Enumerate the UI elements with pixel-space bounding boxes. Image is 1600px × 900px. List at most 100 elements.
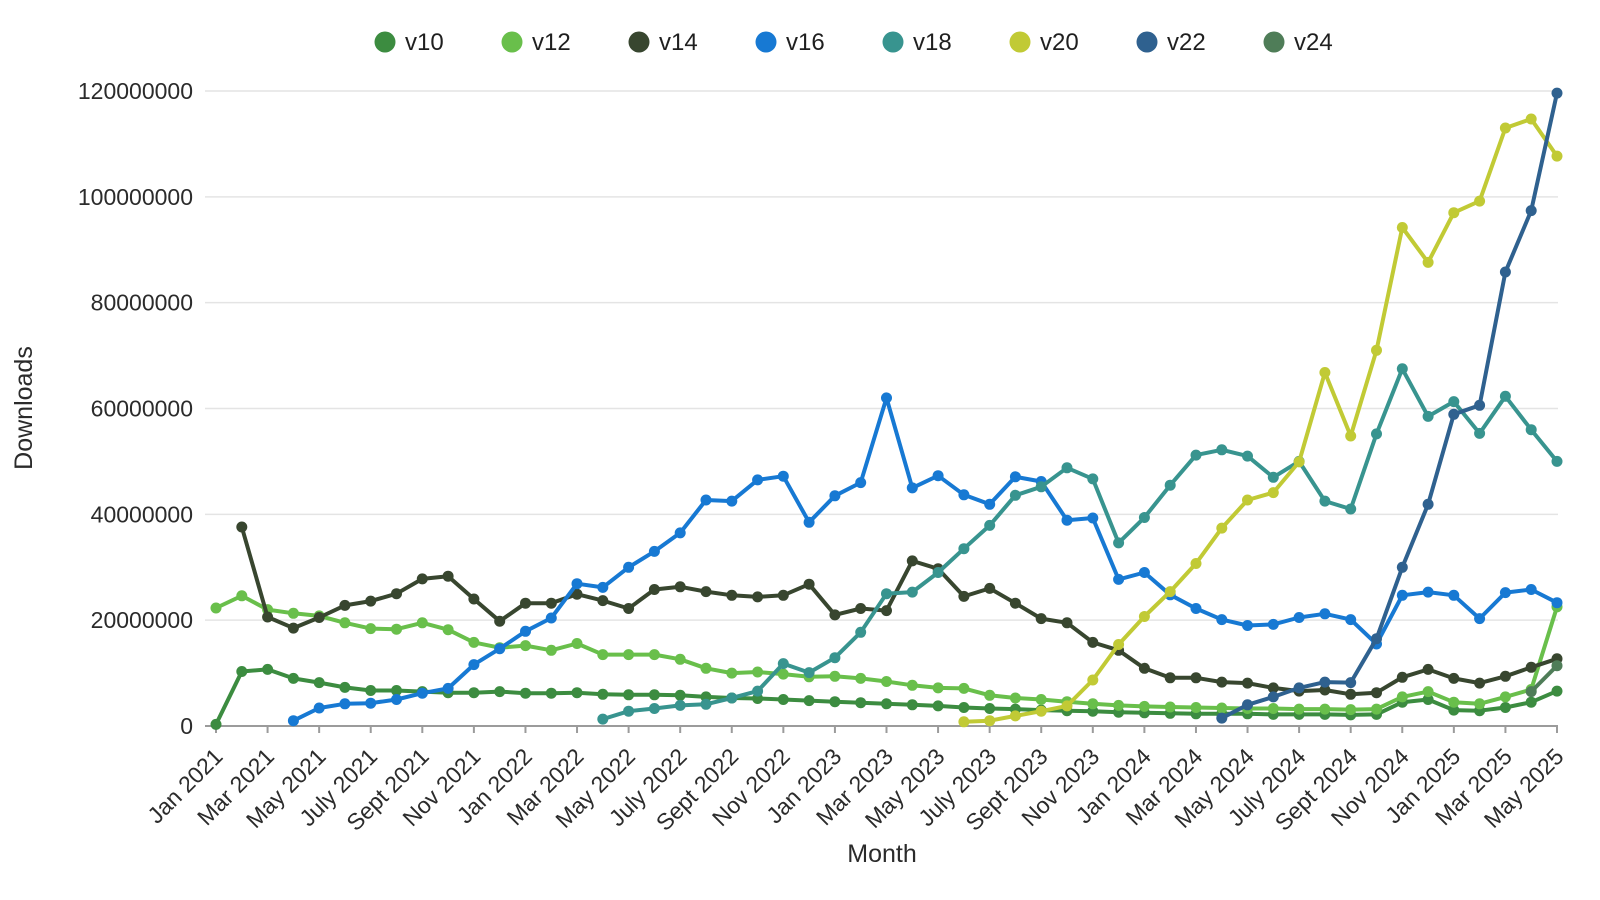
data-point-v22[interactable] [1551, 87, 1563, 99]
data-point-v22[interactable] [1499, 266, 1511, 278]
data-point-v14[interactable] [1474, 677, 1486, 689]
data-point-v10[interactable] [313, 677, 325, 689]
legend-item-v22[interactable]: v22 [1136, 29, 1206, 56]
data-point-v18[interactable] [777, 658, 789, 670]
data-point-v18[interactable] [1035, 481, 1047, 493]
data-point-v12[interactable] [1371, 703, 1382, 715]
data-point-v16[interactable] [365, 697, 377, 709]
data-point-v14[interactable] [494, 615, 506, 627]
data-point-v14[interactable] [571, 588, 583, 600]
data-point-v16[interactable] [1087, 512, 1099, 524]
data-point-v14[interactable] [984, 582, 996, 594]
data-point-v16[interactable] [855, 477, 867, 489]
data-point-v14[interactable] [520, 597, 531, 609]
data-point-v12[interactable] [829, 670, 841, 682]
data-point-v14[interactable] [1009, 597, 1021, 609]
data-point-v22[interactable] [1396, 561, 1408, 573]
data-point-v16[interactable] [1138, 567, 1150, 578]
data-point-v14[interactable] [623, 603, 635, 614]
data-point-v14[interactable] [1164, 672, 1176, 684]
data-point-v22[interactable] [1525, 205, 1537, 217]
data-point-v14[interactable] [855, 603, 867, 614]
data-point-v12[interactable] [674, 653, 686, 665]
data-point-v16[interactable] [494, 643, 506, 655]
data-point-v22[interactable] [1371, 633, 1382, 645]
data-point-v16[interactable] [984, 498, 996, 510]
data-point-v10[interactable] [958, 702, 970, 713]
data-point-v16[interactable] [777, 470, 789, 482]
data-point-v18[interactable] [1551, 455, 1563, 467]
data-point-v10[interactable] [623, 689, 635, 701]
data-point-v14[interactable] [906, 555, 918, 567]
data-point-v18[interactable] [1190, 449, 1202, 461]
data-point-v24[interactable] [1551, 660, 1563, 672]
data-point-v18[interactable] [1319, 495, 1331, 507]
data-point-v12[interactable] [210, 602, 222, 614]
data-point-v14[interactable] [648, 584, 660, 595]
data-point-v10[interactable] [365, 685, 377, 696]
data-point-v14[interactable] [803, 578, 815, 590]
data-point-v14[interactable] [416, 573, 428, 585]
data-point-v18[interactable] [1499, 390, 1511, 402]
data-point-v16[interactable] [520, 625, 531, 637]
data-point-v18[interactable] [1138, 512, 1150, 523]
data-point-v16[interactable] [1474, 613, 1486, 625]
data-point-v24[interactable] [1525, 686, 1537, 698]
data-point-v20[interactable] [1448, 207, 1460, 219]
data-point-v20[interactable] [984, 715, 996, 727]
data-point-v16[interactable] [726, 495, 738, 507]
legend-item-v16[interactable]: v16 [755, 29, 825, 56]
data-point-v12[interactable] [1474, 698, 1486, 710]
data-point-v12[interactable] [1499, 691, 1511, 703]
data-point-v12[interactable] [958, 682, 970, 694]
data-point-v10[interactable] [287, 672, 299, 684]
data-point-v18[interactable] [1371, 428, 1382, 440]
data-point-v16[interactable] [597, 581, 609, 593]
data-point-v14[interactable] [1138, 662, 1150, 674]
data-point-v10[interactable] [777, 694, 789, 705]
data-point-v14[interactable] [1448, 672, 1460, 684]
data-point-v12[interactable] [416, 617, 428, 629]
data-point-v16[interactable] [1061, 514, 1073, 526]
data-point-v14[interactable] [1525, 661, 1537, 673]
data-point-v10[interactable] [855, 697, 867, 709]
legend-item-v10[interactable]: v10 [374, 29, 444, 56]
data-point-v16[interactable] [906, 482, 918, 494]
data-point-v14[interactable] [1190, 672, 1202, 684]
data-point-v12[interactable] [906, 679, 918, 691]
data-point-v20[interactable] [1009, 710, 1021, 722]
data-point-v12[interactable] [1035, 694, 1047, 705]
data-point-v14[interactable] [1371, 687, 1382, 699]
data-point-v20[interactable] [1345, 430, 1357, 442]
data-point-v16[interactable] [1448, 589, 1460, 601]
data-point-v16[interactable] [1113, 573, 1125, 585]
data-point-v16[interactable] [1499, 587, 1511, 599]
data-point-v12[interactable] [545, 644, 557, 656]
data-point-v12[interactable] [468, 636, 480, 648]
data-point-v16[interactable] [829, 490, 841, 502]
data-point-v18[interactable] [1345, 503, 1357, 515]
data-point-v18[interactable] [1396, 363, 1408, 375]
data-point-v10[interactable] [674, 689, 686, 701]
data-point-v20[interactable] [1138, 611, 1150, 622]
data-point-v20[interactable] [1396, 222, 1408, 233]
data-point-v16[interactable] [1009, 471, 1021, 483]
data-point-v14[interactable] [1267, 682, 1279, 694]
data-point-v18[interactable] [1525, 424, 1537, 436]
data-point-v10[interactable] [881, 698, 892, 710]
data-point-v20[interactable] [1474, 195, 1486, 207]
data-point-v20[interactable] [1242, 494, 1253, 506]
legend-item-v12[interactable]: v12 [501, 29, 571, 56]
data-point-v16[interactable] [339, 698, 351, 710]
data-point-v12[interactable] [932, 682, 944, 694]
data-point-v12[interactable] [726, 667, 738, 679]
data-point-v20[interactable] [1113, 639, 1125, 650]
data-point-v16[interactable] [648, 545, 660, 557]
data-point-v12[interactable] [1267, 703, 1279, 714]
data-point-v16[interactable] [1242, 620, 1253, 631]
data-point-v12[interactable] [1422, 686, 1434, 698]
data-point-v22[interactable] [1474, 399, 1486, 411]
data-point-v14[interactable] [1422, 663, 1434, 675]
data-point-v14[interactable] [752, 591, 764, 603]
